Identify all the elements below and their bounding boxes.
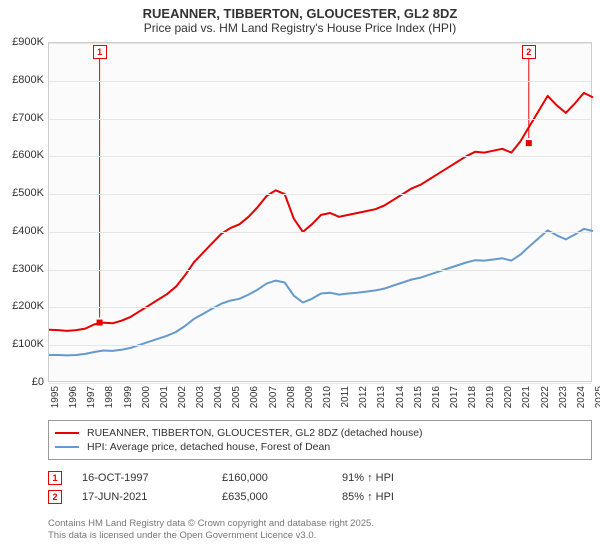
x-tick-label: 2022 [540,386,551,408]
x-tick-label: 2005 [231,386,242,408]
sale-price: £160,000 [222,472,332,484]
plot-area: 12 [48,42,592,382]
x-tick-label: 2013 [376,386,387,408]
x-tick-label: 2009 [304,386,315,408]
sale-price: £635,000 [222,491,332,503]
sale-hpi-pct: 91% ↑ HPI [342,472,472,484]
sale-marker-box: 1 [93,45,107,59]
x-tick-label: 2007 [268,386,279,408]
x-tick-label: 2004 [213,386,224,408]
sale-point [97,320,103,326]
sale-row-marker: 2 [48,490,62,504]
x-tick-label: 2012 [358,386,369,408]
y-tick-label: £500K [0,187,44,199]
legend-box: RUEANNER, TIBBERTON, GLOUCESTER, GL2 8DZ… [48,420,592,460]
line-svg [49,43,593,383]
x-tick-label: 2011 [340,386,351,408]
sale-point [526,140,532,146]
legend-label: HPI: Average price, detached house, Fore… [87,441,330,453]
titles: RUEANNER, TIBBERTON, GLOUCESTER, GL2 8DZ… [0,0,600,37]
y-tick-label: £800K [0,74,44,86]
y-tick-label: £300K [0,263,44,275]
gridline [49,119,591,120]
x-tick-label: 2000 [141,386,152,408]
gridline [49,156,591,157]
chart-wrap: £0 £100K £200K £300K £400K £500K £600K £700K £80… [0,38,600,416]
address-title: RUEANNER, TIBBERTON, GLOUCESTER, GL2 8DZ [8,6,592,21]
x-tick-label: 2002 [177,386,188,408]
y-tick-label: £400K [0,225,44,237]
legend-item: RUEANNER, TIBBERTON, GLOUCESTER, GL2 8DZ… [55,427,585,439]
gridline [49,307,591,308]
x-tick-label: 2018 [467,386,478,408]
sale-hpi-pct: 85% ↑ HPI [342,491,472,503]
x-tick-label: 2010 [322,386,333,408]
y-tick-label: £200K [0,300,44,312]
x-tick-label: 2023 [558,386,569,408]
gridline [49,383,591,384]
x-tick-label: 2008 [286,386,297,408]
x-tick-label: 2019 [485,386,496,408]
sale-date: 16-OCT-1997 [82,472,212,484]
series-line [49,229,593,356]
x-tick-label: 1996 [68,386,79,408]
x-axis-labels: 1995 1996 1997 1998 1999 2000 2001 2002 2003 2004… [48,386,592,412]
x-tick-label: 2003 [195,386,206,408]
sale-marker-box: 2 [522,45,536,59]
y-tick-label: £600K [0,149,44,161]
x-tick-label: 2021 [521,386,532,408]
x-tick-label: 2015 [413,386,424,408]
legend-swatch [55,432,79,434]
sale-row-marker: 1 [48,471,62,485]
legend-swatch [55,446,79,448]
footer-line2: This data is licensed under the Open Gov… [48,530,592,542]
legend-label: RUEANNER, TIBBERTON, GLOUCESTER, GL2 8DZ… [87,427,423,439]
gridline [49,345,591,346]
series-line [49,93,593,331]
x-tick-label: 2016 [431,386,442,408]
y-tick-label: £700K [0,112,44,124]
x-tick-label: 1999 [123,386,134,408]
x-tick-label: 2024 [576,386,587,408]
x-tick-label: 2006 [249,386,260,408]
sale-rows: 1 16-OCT-1997 £160,000 91% ↑ HPI 2 17-JUN-202… [48,466,592,509]
sale-date: 17-JUN-2021 [82,491,212,503]
y-tick-label: £900K [0,36,44,48]
y-tick-label: £100K [0,338,44,350]
x-tick-label: 2017 [449,386,460,408]
sale-row: 1 16-OCT-1997 £160,000 91% ↑ HPI [48,471,592,485]
x-tick-label: 2020 [503,386,514,408]
gridline [49,270,591,271]
legend-item: HPI: Average price, detached house, Fore… [55,441,585,453]
x-tick-label: 2001 [159,386,170,408]
gridline [49,43,591,44]
x-tick-label: 2014 [395,386,406,408]
chart-container: RUEANNER, TIBBERTON, GLOUCESTER, GL2 8DZ… [0,0,600,560]
gridline [49,81,591,82]
sale-row: 2 17-JUN-2021 £635,000 85% ↑ HPI [48,490,592,504]
gridline [49,232,591,233]
x-tick-label: 1997 [86,386,97,408]
chart-subtitle: Price paid vs. HM Land Registry's House … [8,21,592,35]
gridline [49,194,591,195]
x-tick-label: 1998 [104,386,115,408]
x-tick-label: 1995 [50,386,61,408]
footer-attribution: Contains HM Land Registry data © Crown c… [48,518,592,543]
y-tick-label: £0 [0,376,44,388]
footer-line1: Contains HM Land Registry data © Crown c… [48,518,592,530]
x-tick-label: 2025 [594,386,600,408]
